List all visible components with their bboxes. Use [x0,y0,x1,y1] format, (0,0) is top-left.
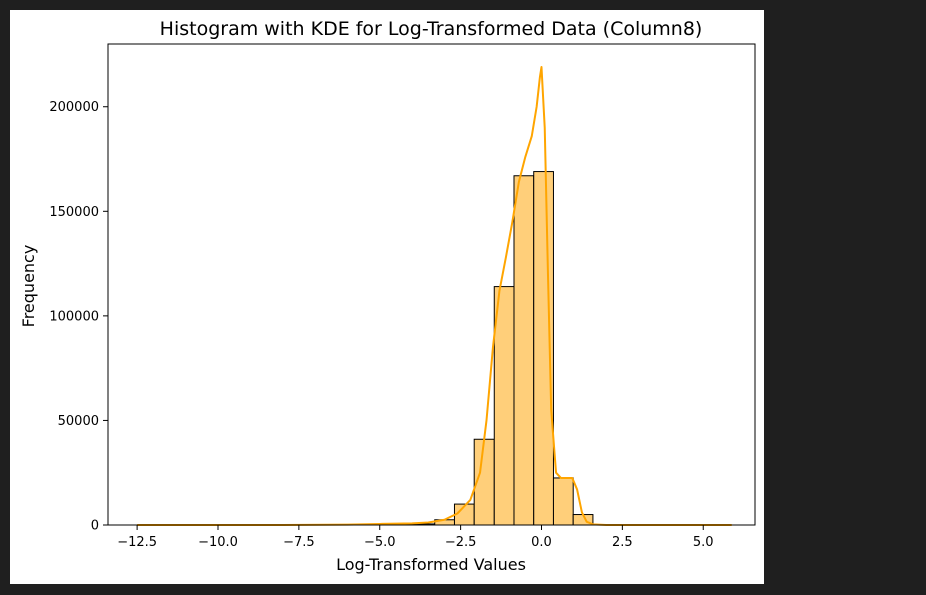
histogram-bar-21 [552,477,574,526]
x-tick-label-5: 0.0 [531,535,552,550]
histogram-bar-19 [513,175,535,526]
x-tick-label-4: −2.5 [445,535,477,550]
plot-area [137,66,732,526]
y-axis: 0 50000 100000 150000 200000 [49,100,108,534]
x-tick-label-3: −5.0 [364,535,396,550]
chart-title: Histogram with KDE for Log-Transformed D… [160,18,703,40]
histogram-chart: Histogram with KDE for Log-Transformed D… [19,18,756,574]
x-tick-label-6: 2.5 [612,535,633,550]
x-tick-label-7: 5.0 [693,535,714,550]
x-axis-label: Log-Transformed Values [336,555,526,574]
y-tick-label-3: 150000 [49,205,99,220]
x-tick-label-2: −7.5 [283,535,315,550]
plot-frame [107,43,756,526]
chart-figure: Histogram with KDE for Log-Transformed D… [10,10,764,584]
x-axis: −12.5 −10.0 −7.5 −5.0 −2.5 0.0 2.5 5.0 [117,525,714,550]
y-axis-label: Frequency [19,245,38,328]
histogram-bar-18 [493,286,515,526]
y-tick-label-4: 200000 [49,100,99,115]
y-tick-label-1: 50000 [58,414,99,429]
x-tick-label-0: −12.5 [117,535,157,550]
kde-line [137,66,732,526]
y-tick-label-2: 100000 [49,309,99,324]
y-tick-label-0: 0 [91,519,99,534]
x-tick-label-1: −10.0 [198,535,238,550]
